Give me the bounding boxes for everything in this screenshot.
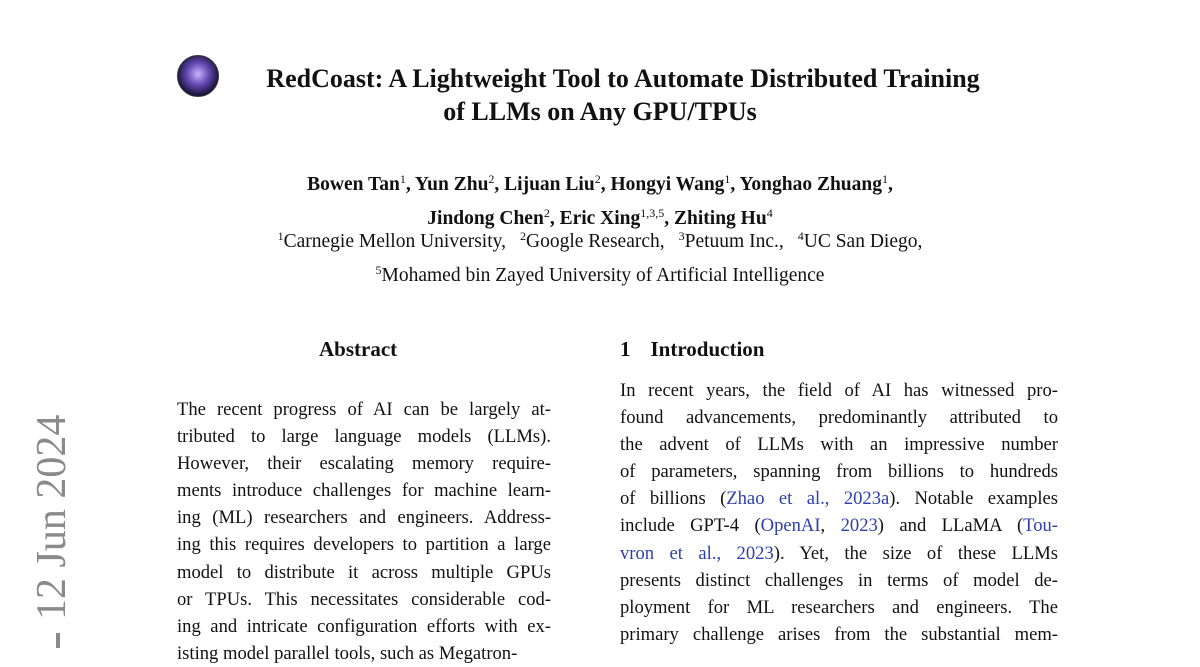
abstract-line: ments introduce challenges for machine l… bbox=[177, 480, 551, 502]
author-affiliation-mark: 1 bbox=[724, 172, 731, 186]
citation-link[interactable]: vron et al., 2023 bbox=[620, 542, 774, 564]
abstract-line: However, their escalating memory require… bbox=[177, 453, 551, 475]
affiliation-name: Mohamed bin Zayed University of Artifici… bbox=[381, 265, 825, 286]
intro-line: of billions (Zhao et al., 2023a). Notabl… bbox=[620, 485, 1058, 512]
author-affiliation-mark: 1 bbox=[881, 172, 888, 186]
affiliation-mark: 4 bbox=[797, 229, 804, 243]
abstract-line: ing and intricate configuration efforts … bbox=[177, 615, 551, 637]
author-affiliation-mark: 4 bbox=[766, 206, 773, 220]
affiliation-name: Google Research, bbox=[526, 231, 665, 252]
text-span: primary challenge arises from the substa… bbox=[620, 623, 1058, 645]
author-name: Eric Xing bbox=[559, 208, 641, 229]
intro-line: of parameters, spanning from billions to… bbox=[620, 458, 1058, 485]
citation-link[interactable]: 2023 bbox=[840, 515, 878, 537]
abstract-body: The recent progress of AI can be largely… bbox=[177, 396, 551, 667]
text-span: of parameters, spanning from billions to… bbox=[620, 461, 1058, 483]
paper-title: RedCoast: A Lightweight Tool to Automate… bbox=[266, 64, 980, 126]
text-span: presents distinct challenges in terms of… bbox=[620, 569, 1058, 591]
text-span: found advancements, predominantly attrib… bbox=[620, 407, 1058, 429]
redcoast-logo-icon bbox=[177, 55, 219, 97]
intro-line: presents distinct challenges in terms of… bbox=[620, 567, 1058, 594]
abstract-heading: Abstract bbox=[319, 337, 398, 361]
intro-line: ployment for ML researchers and engineer… bbox=[620, 594, 1058, 621]
author-name: Hongyi Wang bbox=[610, 174, 725, 195]
author-affiliation-mark: 1,3,5 bbox=[640, 206, 665, 220]
abstract-line: isting model parallel tools, such as Meg… bbox=[177, 642, 518, 664]
abstract-line: The recent progress of AI can be largely… bbox=[177, 399, 551, 420]
author-name: Yun Zhu bbox=[414, 174, 489, 195]
affiliation-mark: 1 bbox=[277, 229, 284, 243]
abstract-line: ing this requires developers to partitio… bbox=[177, 534, 551, 556]
author-affiliation-mark: 2 bbox=[594, 172, 601, 186]
text-span: ). Yet, the size of these LLMs bbox=[773, 542, 1058, 564]
citation-link[interactable]: Tou- bbox=[1023, 515, 1058, 537]
author-name: Bowen Tan bbox=[307, 174, 400, 195]
citation-link[interactable]: Zhao et al., 2023a bbox=[726, 488, 890, 510]
text-span: of billions ( bbox=[620, 488, 727, 510]
intro-line: include GPT-4 (OpenAI, 2023) and LLaMA (… bbox=[620, 512, 1058, 539]
author-affiliation-mark: 1 bbox=[399, 172, 406, 186]
affiliation-name: UC San Diego, bbox=[803, 231, 923, 252]
abstract-line: or TPUs. This necessitates considerable … bbox=[177, 588, 551, 610]
text-span: , bbox=[820, 515, 841, 537]
text-span: the advent of LLMs with an impressive nu… bbox=[620, 434, 1058, 456]
intro-line: vron et al., 2023). Yet, the size of the… bbox=[620, 540, 1058, 567]
citation-link[interactable]: OpenAI bbox=[760, 515, 821, 537]
affiliation-mark: 3 bbox=[678, 229, 685, 243]
intro-line: the advent of LLMs with an impressive nu… bbox=[620, 431, 1058, 458]
affiliations: 1Carnegie Mellon University, 2Google Rese… bbox=[0, 222, 1200, 290]
affiliation-name: Petuum Inc., bbox=[684, 231, 784, 252]
text-span: ) and LLaMA ( bbox=[877, 515, 1024, 537]
introduction-body: In recent years, the field of AI has wit… bbox=[620, 377, 1058, 648]
arxiv-stamp-divider bbox=[56, 633, 60, 648]
text-span: include GPT-4 ( bbox=[620, 515, 761, 537]
author-list: Bowen Tan1, Yun Zhu2, Lijuan Liu2, Hongy… bbox=[307, 172, 893, 229]
author-name: Lijuan Liu bbox=[504, 174, 595, 195]
affiliation-mark: 5 bbox=[375, 263, 382, 277]
affiliation-name: Carnegie Mellon University, bbox=[283, 231, 507, 252]
text-span: In recent years, the field of AI has wit… bbox=[620, 380, 1058, 401]
intro-line: In recent years, the field of AI has wit… bbox=[620, 377, 1058, 404]
arxiv-date-stamp: 12 Jun 2024 bbox=[29, 414, 75, 620]
author-name: Yonghao Zhuang bbox=[739, 174, 882, 195]
text-span: ployment for ML researchers and engineer… bbox=[620, 596, 1058, 618]
author-name: Jindong Chen bbox=[427, 208, 544, 229]
author-name: Zhiting Hu bbox=[674, 208, 767, 229]
affiliation-mark: 2 bbox=[520, 229, 527, 243]
abstract-line: ing (ML) researchers and engineers. Addr… bbox=[177, 507, 551, 529]
intro-line: found advancements, predominantly attrib… bbox=[620, 404, 1058, 431]
abstract-line: tributed to large language models (LLMs)… bbox=[177, 426, 551, 448]
text-span: ). Notable examples bbox=[889, 488, 1058, 510]
abstract-line: model to distribute it across multiple G… bbox=[177, 561, 551, 583]
section-heading-introduction: 1 Introduction bbox=[620, 337, 765, 361]
intro-line: primary challenge arises from the substa… bbox=[620, 621, 1058, 648]
author-affiliation-mark: 2 bbox=[543, 206, 550, 220]
author-affiliation-mark: 2 bbox=[488, 172, 495, 186]
